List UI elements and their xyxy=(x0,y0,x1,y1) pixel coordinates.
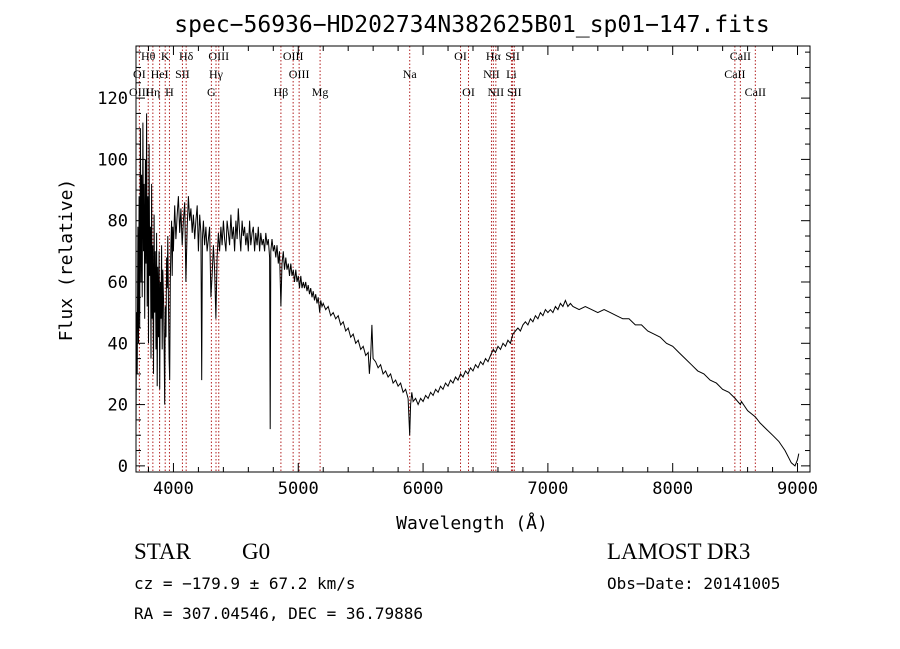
line-marker-label: CaII xyxy=(730,49,751,63)
line-marker-label: Na xyxy=(403,67,418,81)
y-tick-label: 60 xyxy=(108,273,128,293)
line-marker-label: OI xyxy=(133,67,146,81)
x-tick-label: 7000 xyxy=(527,479,568,499)
x-tick-label: 5000 xyxy=(278,479,319,499)
line-marker-label: Hβ xyxy=(274,85,289,99)
line-marker-label: Hγ xyxy=(209,67,224,81)
line-marker-label: Mg xyxy=(312,85,329,99)
x-axis-label: Wavelength (Å) xyxy=(396,512,548,534)
line-marker-label: SII xyxy=(505,49,520,63)
line-marker-label: OIII xyxy=(129,85,150,99)
line-marker-label: CaII xyxy=(724,67,745,81)
line-marker-label: SII xyxy=(507,85,522,99)
x-tick-label: 6000 xyxy=(403,479,444,499)
y-tick-label: 20 xyxy=(108,396,128,416)
x-tick-label: 4000 xyxy=(153,479,194,499)
x-axis: 4000 5000 6000 7000 8000 9000 xyxy=(147,46,818,499)
line-marker-label: HeI xyxy=(151,67,169,81)
subclass: G0 xyxy=(242,539,271,564)
obs-date: Obs−Date: 20141005 xyxy=(607,574,781,593)
line-marker-label: H xyxy=(165,85,174,99)
line-marker-label: CaII xyxy=(745,85,766,99)
y-tick-label: 100 xyxy=(97,150,128,170)
line-marker-label: OIII xyxy=(208,49,229,63)
line-markers xyxy=(138,46,756,472)
y-tick-label: 120 xyxy=(97,89,128,109)
redshift-cz: cz = −179.9 ± 67.2 km/s xyxy=(134,574,356,593)
plot-frame xyxy=(135,45,811,473)
line-marker-label: OI xyxy=(462,85,475,99)
y-axis-label: Flux (relative) xyxy=(56,179,77,342)
object-type: STAR xyxy=(134,539,191,564)
spectrum-line xyxy=(135,113,800,467)
line-marker-label: OIII xyxy=(289,67,310,81)
line-marker-label: Hθ xyxy=(141,49,156,63)
line-marker-label: SII xyxy=(175,67,190,81)
line-marker-label: Hδ xyxy=(179,49,194,63)
line-marker-label: OI xyxy=(454,49,467,63)
y-tick-label: 0 xyxy=(118,457,128,477)
y-tick-label: 40 xyxy=(108,334,128,354)
line-marker-label: NII xyxy=(483,67,500,81)
x-tick-label: 9000 xyxy=(777,479,818,499)
y-axis: 0 20 40 60 80 100 120 xyxy=(97,51,810,477)
ra-dec: RA = 307.04546, DEC = 36.79886 xyxy=(134,604,423,623)
line-marker-label: NII xyxy=(488,85,505,99)
line-marker-label: Hα xyxy=(486,49,502,63)
survey-name: LAMOST DR3 xyxy=(607,539,751,564)
line-marker-label: OIII xyxy=(283,49,304,63)
line-marker-label: K xyxy=(161,49,170,63)
chart-title: spec−56936−HD202734N382625B01_sp01−147.f… xyxy=(174,12,769,38)
line-marker-label: G xyxy=(207,85,216,99)
line-marker-label: Hη xyxy=(145,85,160,99)
line-marker-label: Li xyxy=(506,67,517,81)
y-tick-label: 80 xyxy=(108,212,128,232)
x-tick-label: 8000 xyxy=(652,479,693,499)
